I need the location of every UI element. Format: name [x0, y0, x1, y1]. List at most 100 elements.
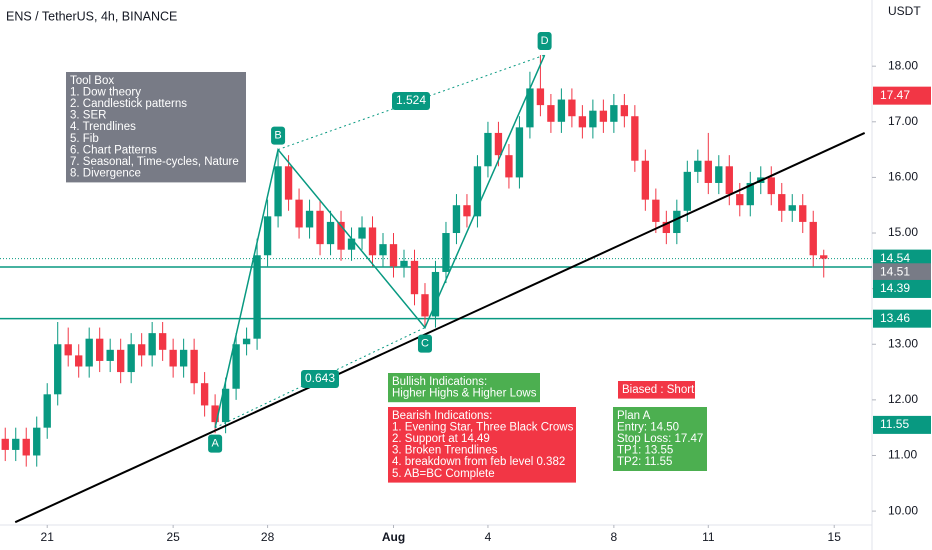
ratio-box [301, 370, 339, 388]
candle-body [568, 99, 576, 117]
candle-body [284, 166, 293, 200]
point-box [537, 32, 552, 51]
ratio-label: 0.643 [305, 371, 335, 385]
x-tick-label: 15 [828, 530, 842, 544]
annotation-line: Stop Loss: 17.47 [617, 433, 703, 445]
candle-body [253, 255, 261, 339]
candle-body [400, 260, 408, 267]
candle-body [242, 338, 251, 345]
candle-body [715, 166, 723, 183]
candle-body [662, 221, 671, 234]
chart-title: ENS / TetherUS, 4h, BINANCE [6, 9, 177, 23]
candle-body [788, 205, 796, 211]
annotation-line: Plan A [617, 410, 651, 422]
candle-body [410, 260, 419, 295]
currency-label: USDT [888, 4, 921, 18]
y-tick-label: 11.00 [888, 448, 917, 462]
price-label: 14.54 [880, 251, 910, 265]
x-tick-label: 8 [611, 530, 618, 544]
annotation-box: Bullish Indications:Higher Highs & Highe… [388, 373, 540, 403]
candle-body [169, 349, 177, 367]
candle-body [96, 338, 104, 361]
price-label: 14.39 [880, 281, 910, 295]
point-label: A [211, 438, 219, 450]
price-label-bg [873, 279, 931, 298]
x-tick-label: 4 [485, 530, 492, 544]
annotation-line: 1. Dow theory [70, 86, 141, 98]
candle-body [127, 344, 135, 373]
candle-body [620, 105, 629, 117]
candle-body [190, 349, 198, 384]
annotation-line: 8. Divergence [70, 168, 141, 180]
price-label-bg [873, 249, 931, 268]
point-box [417, 334, 432, 353]
candle-body [22, 438, 30, 456]
x-tick-label: 28 [261, 530, 275, 544]
candle-body [389, 244, 398, 267]
candle-body [12, 438, 20, 450]
annotation-line: 4. Trendlines [70, 121, 136, 133]
point-box [208, 434, 223, 453]
candle-body [746, 182, 754, 206]
candle-body [85, 338, 93, 367]
annotation-line: Tool Box [70, 75, 114, 87]
candle-body [64, 344, 72, 356]
annotation-bg [613, 407, 707, 471]
candle-body [599, 110, 608, 122]
candle-body [536, 88, 545, 106]
candle-body [211, 405, 219, 423]
candle-body [200, 383, 209, 406]
candle-body [442, 233, 450, 272]
candle-body [43, 394, 51, 428]
candle-body [778, 194, 786, 211]
candle-body [75, 355, 83, 367]
annotation-line: Entry: 14.50 [617, 421, 679, 433]
trendline [14, 132, 866, 524]
x-tick-label: 25 [166, 530, 180, 544]
candle-body [295, 199, 303, 228]
candle-body [106, 349, 114, 361]
price-label: 11.55 [880, 417, 909, 431]
annotation-line: Bearish Indications: [392, 410, 492, 422]
candle-body [494, 132, 503, 156]
point-label: D [541, 35, 549, 47]
plot [0, 54, 872, 524]
annotation-bg [388, 373, 540, 403]
candle-body [379, 244, 387, 256]
point-label: B [274, 130, 281, 142]
annotation-line: TP1: 13.55 [617, 445, 673, 457]
x-tick-label: 21 [41, 530, 55, 544]
y-tick-label: 18.00 [888, 58, 918, 72]
candle-body [117, 349, 125, 373]
x-tick-label: 11 [702, 530, 715, 544]
candle-body [337, 221, 345, 250]
candle-body [578, 116, 587, 128]
ratio-box [392, 92, 430, 110]
annotation-line: 2. Support at 14.49 [392, 433, 490, 445]
price-label: 13.46 [880, 311, 910, 325]
candle-body [631, 116, 639, 161]
price-label-bg [873, 309, 931, 328]
annotation-line: 3. SER [70, 110, 106, 122]
candle-body [221, 388, 230, 423]
annotation-bg [66, 72, 246, 183]
annotation-line: 1. Evening Star, Three Black Crows [392, 421, 574, 433]
annotation-line: 3. Broken Trendlines [392, 445, 498, 457]
annotation-line: 2. Candlestick patterns [70, 98, 187, 110]
ratio-label: 1.524 [396, 93, 426, 107]
candle-body [263, 216, 272, 256]
candle-body [148, 333, 156, 356]
candle-body [232, 344, 240, 389]
annotation-line: Bullish Indications: [392, 376, 487, 388]
annotation-line: 5. Fib [70, 133, 99, 145]
candle-body [547, 105, 555, 122]
candle-body [767, 177, 775, 195]
y-tick-label: 16.00 [888, 170, 918, 184]
candle-body [421, 294, 429, 317]
candle-body [1, 438, 9, 450]
candle-body [473, 166, 482, 217]
y-tick-label: 13.00 [888, 336, 918, 350]
price-label-bg [873, 263, 931, 282]
